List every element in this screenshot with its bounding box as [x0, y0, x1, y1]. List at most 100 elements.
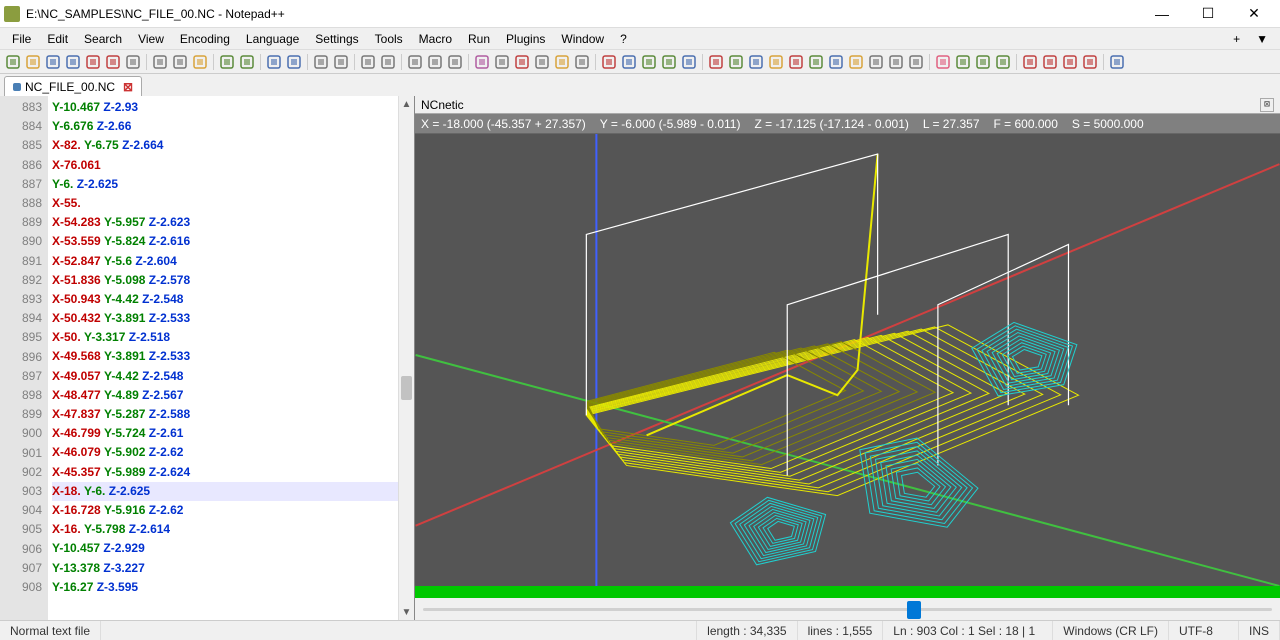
- code-line[interactable]: X-45.357 Y-5.989 Z-2.624: [52, 463, 410, 482]
- code-line[interactable]: X-48.477 Y-4.89 Z-2.567: [52, 386, 410, 405]
- code-line[interactable]: Y-16.27 Z-3.595: [52, 578, 410, 597]
- plugin-e-icon[interactable]: [787, 53, 805, 71]
- code-line[interactable]: Y-13.378 Z-3.227: [52, 559, 410, 578]
- viewer-3d-canvas[interactable]: [415, 134, 1280, 586]
- close-all-icon[interactable]: [104, 53, 122, 71]
- code-line[interactable]: X-16. Y-5.798 Z-2.614: [52, 520, 410, 539]
- close-icon[interactable]: [84, 53, 102, 71]
- code-line[interactable]: X-46.079 Y-5.902 Z-2.62: [52, 443, 410, 462]
- heart-icon[interactable]: [934, 53, 952, 71]
- code-line[interactable]: Y-6.676 Z-2.66: [52, 117, 410, 136]
- menu-language[interactable]: Language: [238, 30, 307, 48]
- code-line[interactable]: X-49.568 Y-3.891 Z-2.533: [52, 347, 410, 366]
- menu-view[interactable]: View: [130, 30, 172, 48]
- close-button[interactable]: ✕: [1232, 2, 1276, 26]
- slider-track[interactable]: [423, 608, 1272, 611]
- func-list-icon[interactable]: [533, 53, 551, 71]
- file-tab[interactable]: NC_FILE_00.NC ⊠: [4, 76, 142, 96]
- spell-prev-icon[interactable]: [974, 53, 992, 71]
- viewer-slider[interactable]: [415, 598, 1280, 620]
- doc-map-icon[interactable]: [493, 53, 511, 71]
- menu-macro[interactable]: Macro: [411, 30, 460, 48]
- indent-guide-icon[interactable]: [446, 53, 464, 71]
- code-line[interactable]: X-16.728 Y-5.916 Z-2.62: [52, 501, 410, 520]
- sync-h-icon[interactable]: [379, 53, 397, 71]
- cut-icon[interactable]: [151, 53, 169, 71]
- menu-settings[interactable]: Settings: [307, 30, 366, 48]
- status-encoding[interactable]: UTF-8: [1169, 621, 1239, 640]
- save-all-icon[interactable]: [64, 53, 82, 71]
- status-insert-mode[interactable]: INS: [1239, 621, 1280, 640]
- record-icon[interactable]: [600, 53, 618, 71]
- code-editor[interactable]: 8838848858868878888898908918928938948958…: [0, 96, 415, 620]
- code-line[interactable]: X-50.943 Y-4.42 Z-2.548: [52, 290, 410, 309]
- plugin-b-icon[interactable]: [727, 53, 745, 71]
- code-line[interactable]: X-52.847 Y-5.6 Z-2.604: [52, 252, 410, 271]
- plugin-c-icon[interactable]: [747, 53, 765, 71]
- find-icon[interactable]: [265, 53, 283, 71]
- plugin-h-icon[interactable]: [847, 53, 865, 71]
- next-icon[interactable]: [1061, 53, 1079, 71]
- code-line[interactable]: Y-6. Z-2.625: [52, 175, 410, 194]
- plugin-k-icon[interactable]: [907, 53, 925, 71]
- menu-edit[interactable]: Edit: [39, 30, 76, 48]
- wordwrap-icon[interactable]: [406, 53, 424, 71]
- zoom-in-icon[interactable]: [312, 53, 330, 71]
- code-line[interactable]: X-50. Y-3.317 Z-2.518: [52, 328, 410, 347]
- bookmark-icon[interactable]: [1108, 53, 1126, 71]
- code-line[interactable]: X-50.432 Y-3.891 Z-2.533: [52, 309, 410, 328]
- menu-run[interactable]: Run: [460, 30, 498, 48]
- code-line[interactable]: X-47.837 Y-5.287 Z-2.588: [52, 405, 410, 424]
- menu-search[interactable]: Search: [76, 30, 130, 48]
- replace-icon[interactable]: [285, 53, 303, 71]
- slider-thumb[interactable]: [907, 601, 921, 619]
- save-macro-icon[interactable]: [680, 53, 698, 71]
- minimize-button[interactable]: —: [1140, 2, 1184, 26]
- plugin-d-icon[interactable]: [767, 53, 785, 71]
- scroll-down-icon[interactable]: ▼: [399, 604, 414, 620]
- stop-icon[interactable]: [620, 53, 638, 71]
- spell-next-icon[interactable]: [994, 53, 1012, 71]
- allchars-icon[interactable]: [426, 53, 444, 71]
- plugin-g-icon[interactable]: [827, 53, 845, 71]
- maximize-button[interactable]: ☐: [1186, 2, 1230, 26]
- folder-ws-icon[interactable]: [553, 53, 571, 71]
- plugin-f-icon[interactable]: [807, 53, 825, 71]
- first-icon[interactable]: [1021, 53, 1039, 71]
- code-line[interactable]: X-49.057 Y-4.42 Z-2.548: [52, 367, 410, 386]
- copy-icon[interactable]: [171, 53, 189, 71]
- paste-icon[interactable]: [191, 53, 209, 71]
- viewer-close-icon[interactable]: ⊠: [1260, 98, 1274, 112]
- code-line[interactable]: X-51.836 Y-5.098 Z-2.578: [52, 271, 410, 290]
- last-icon[interactable]: [1081, 53, 1099, 71]
- doc-list-icon[interactable]: [513, 53, 531, 71]
- code-line[interactable]: X-76.061: [52, 156, 410, 175]
- monitoring-icon[interactable]: [573, 53, 591, 71]
- scroll-up-icon[interactable]: ▲: [399, 96, 414, 112]
- code-line[interactable]: X-55.: [52, 194, 410, 213]
- editor-scrollbar[interactable]: ▲ ▼: [398, 96, 414, 620]
- menu-tools[interactable]: Tools: [367, 30, 411, 48]
- menu-chevron[interactable]: ▼: [1248, 30, 1276, 48]
- code-line[interactable]: X-54.283 Y-5.957 Z-2.623: [52, 213, 410, 232]
- code-line[interactable]: X-18. Y-6. Z-2.625: [52, 482, 410, 501]
- code-line[interactable]: Y-10.467 Z-2.93: [52, 98, 410, 117]
- spell-icon[interactable]: [954, 53, 972, 71]
- code-line[interactable]: Y-10.457 Z-2.929: [52, 539, 410, 558]
- menu-plugins[interactable]: Plugins: [498, 30, 553, 48]
- menu-plus[interactable]: +: [1225, 30, 1248, 48]
- zoom-out-icon[interactable]: [332, 53, 350, 71]
- play-multi-icon[interactable]: [660, 53, 678, 71]
- redo-icon[interactable]: [238, 53, 256, 71]
- print-icon[interactable]: [124, 53, 142, 71]
- prev-icon[interactable]: [1041, 53, 1059, 71]
- undo-icon[interactable]: [218, 53, 236, 71]
- plugin-j-icon[interactable]: [887, 53, 905, 71]
- code-line[interactable]: X-46.799 Y-5.724 Z-2.61: [52, 424, 410, 443]
- plugin-a-icon[interactable]: [707, 53, 725, 71]
- code-area[interactable]: Y-10.467 Z-2.93Y-6.676 Z-2.66X-82. Y-6.7…: [48, 96, 414, 620]
- code-line[interactable]: X-82. Y-6.75 Z-2.664: [52, 136, 410, 155]
- tab-close-icon[interactable]: ⊠: [123, 80, 133, 94]
- menu-encoding[interactable]: Encoding: [172, 30, 238, 48]
- open-file-icon[interactable]: [24, 53, 42, 71]
